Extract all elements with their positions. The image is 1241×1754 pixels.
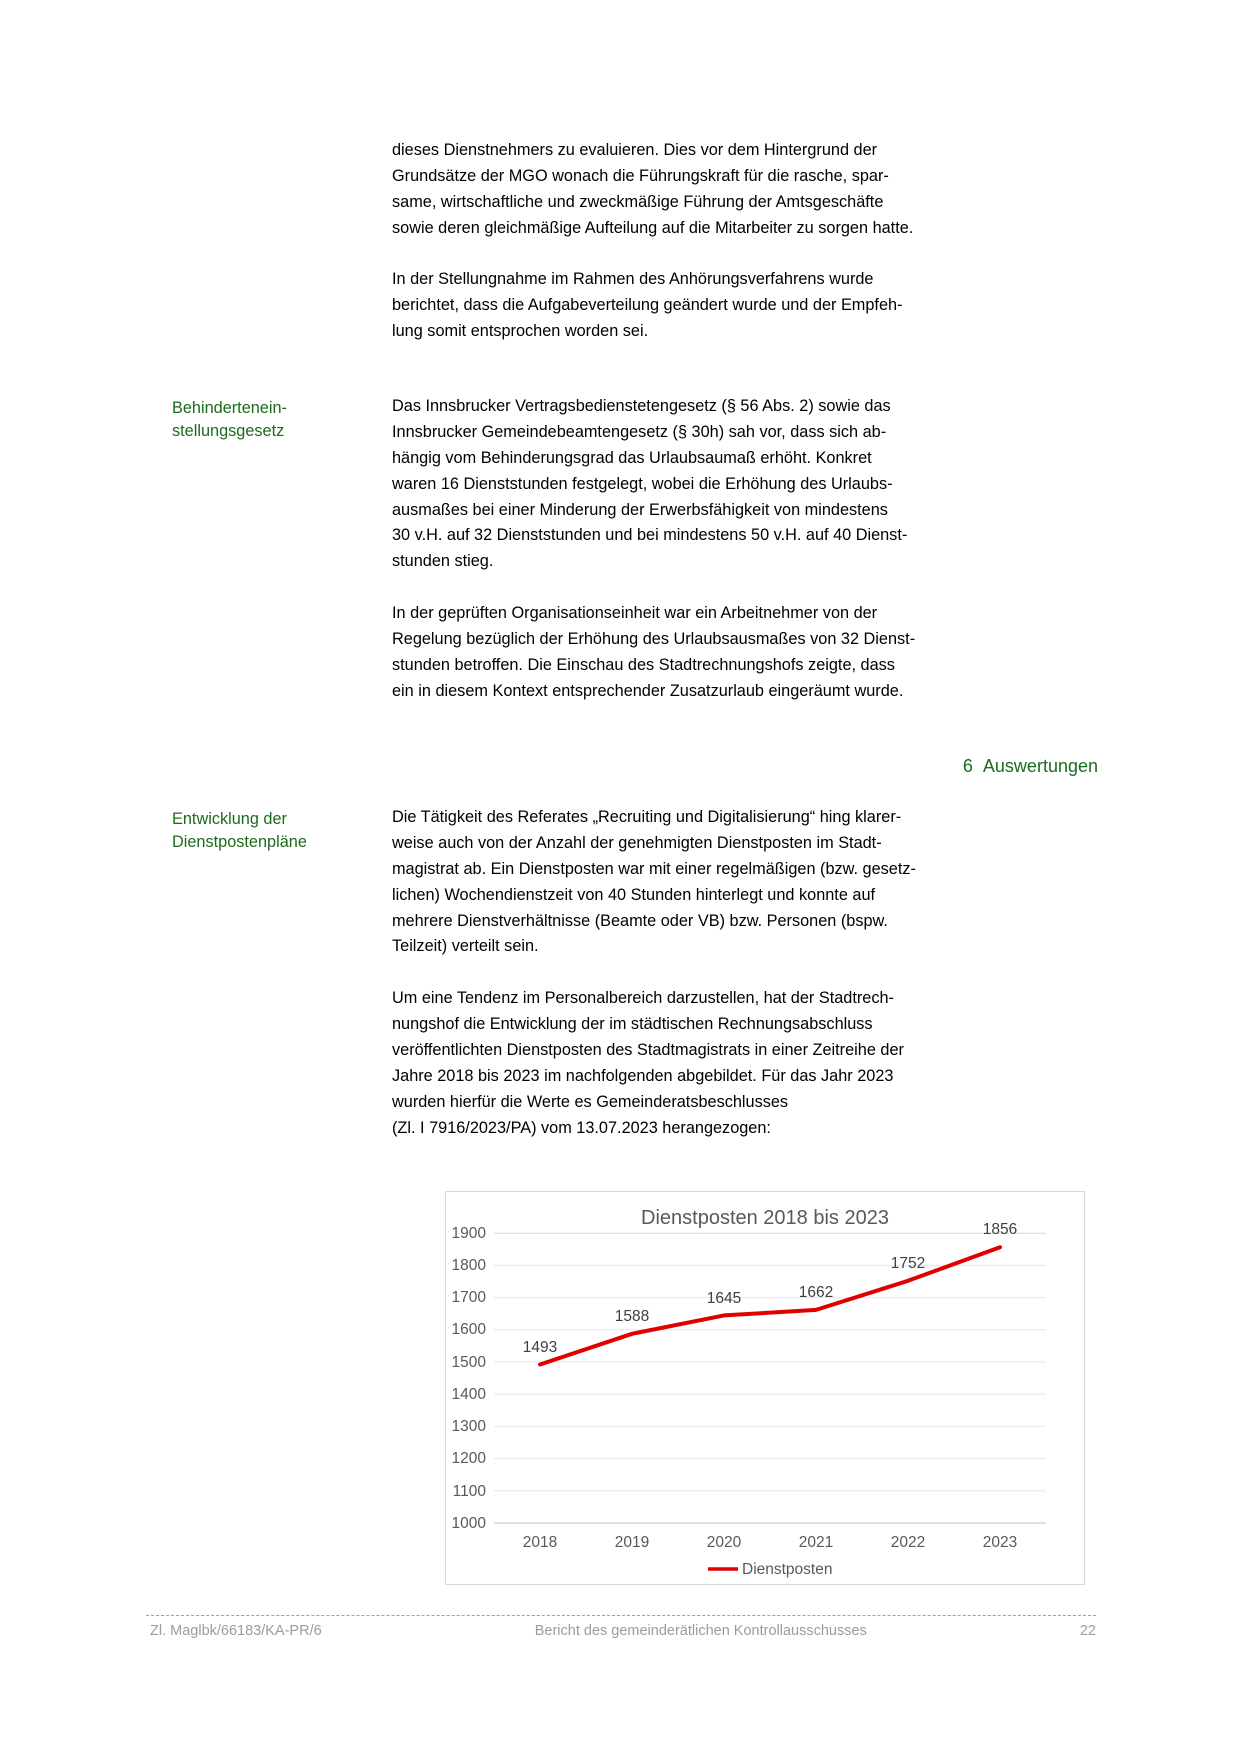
svg-text:1400: 1400 — [452, 1386, 487, 1403]
svg-text:2018: 2018 — [523, 1534, 557, 1551]
svg-text:1800: 1800 — [452, 1257, 487, 1274]
svg-text:2022: 2022 — [891, 1534, 925, 1551]
svg-text:1200: 1200 — [452, 1450, 487, 1467]
svg-text:1500: 1500 — [452, 1354, 487, 1371]
svg-text:1662: 1662 — [799, 1284, 833, 1301]
svg-text:1300: 1300 — [452, 1418, 487, 1435]
svg-text:Dienstposten 2018 bis 2023: Dienstposten 2018 bis 2023 — [641, 1207, 889, 1229]
svg-text:2023: 2023 — [983, 1534, 1017, 1551]
svg-text:1100: 1100 — [453, 1483, 487, 1500]
svg-text:2021: 2021 — [799, 1534, 833, 1551]
svg-text:1645: 1645 — [707, 1290, 741, 1307]
svg-text:2020: 2020 — [707, 1534, 742, 1551]
svg-text:1700: 1700 — [452, 1289, 487, 1306]
svg-text:1600: 1600 — [452, 1321, 487, 1338]
svg-text:1000: 1000 — [452, 1515, 487, 1532]
svg-text:1900: 1900 — [452, 1225, 487, 1242]
svg-text:1856: 1856 — [983, 1221, 1017, 1238]
svg-text:2019: 2019 — [615, 1534, 649, 1551]
svg-text:1493: 1493 — [523, 1339, 557, 1356]
svg-text:1752: 1752 — [891, 1255, 925, 1272]
svg-text:1588: 1588 — [615, 1308, 649, 1325]
svg-text:Dienstposten: Dienstposten — [742, 1561, 832, 1578]
